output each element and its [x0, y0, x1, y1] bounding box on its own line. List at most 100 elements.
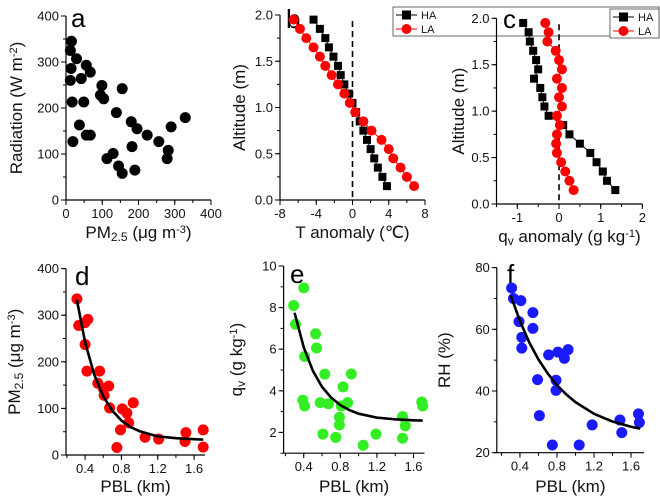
y-axis-title-part: -1	[228, 329, 240, 339]
y-tick-label: 1.0	[471, 104, 489, 119]
data-point	[556, 157, 567, 168]
data-point	[129, 164, 141, 176]
data-point	[550, 45, 561, 56]
y-axis-title: RH (%)	[435, 332, 454, 388]
data-point	[350, 107, 361, 118]
data-point	[309, 15, 318, 24]
data-point	[73, 119, 85, 131]
y-axis-title: PM2.5 (μg m-3)	[5, 309, 26, 415]
x-tick-label: 200	[128, 206, 150, 221]
y-tick-label: 0.5	[255, 146, 273, 161]
data-point	[340, 80, 349, 89]
data-point	[633, 416, 645, 428]
legend-label: LA	[421, 24, 435, 36]
data-point	[388, 153, 399, 164]
data-point	[298, 282, 310, 294]
data-point	[329, 52, 338, 61]
y-tick-label: 2.0	[471, 11, 489, 26]
x-tick-label: 0	[555, 210, 562, 225]
x-tick-label: 0.4	[295, 459, 313, 474]
data-point	[116, 83, 128, 95]
data-point	[96, 79, 108, 91]
legend-box	[609, 8, 660, 39]
y-axis-title: qv (g kg-1)	[227, 323, 248, 396]
data-point	[319, 368, 331, 380]
panel-f: 0.4 0.8 1.2 1.6 20 40 60 80 PBL (km) RH (%) f	[435, 259, 645, 496]
series-points-0	[288, 282, 429, 451]
data-point	[82, 313, 94, 325]
data-point	[123, 417, 135, 429]
data-point	[409, 181, 420, 192]
data-point	[616, 427, 628, 439]
legend-label: HA	[421, 10, 437, 22]
data-point	[314, 397, 326, 409]
data-point	[121, 407, 133, 419]
data-point	[556, 64, 567, 75]
data-point	[543, 349, 555, 361]
panel-c: -1 0 1 20.00.51.01.52.0qv anomaly (g kg-1)A…	[449, 4, 660, 248]
legend-marker	[619, 12, 628, 22]
panel-b: -8 -4 0 4 8 0.0 0.5 1.0 1.5 2.0 T anomaly (℃) Altit…	[230, 4, 660, 242]
x-axis-title: PBL (km)	[535, 477, 605, 496]
y-axis-title-part: 2.5	[12, 372, 26, 389]
x-tick-label: 0.8	[331, 459, 349, 474]
y-tick-label: 80	[475, 260, 489, 275]
data-point	[540, 102, 549, 111]
data-point	[107, 148, 119, 160]
y-tick-label: 4	[269, 383, 276, 398]
data-point	[546, 439, 558, 451]
y-axis-title-part: -2	[8, 47, 20, 57]
data-point	[333, 79, 343, 90]
data-point	[315, 24, 324, 33]
x-tick-label: -1	[512, 210, 524, 225]
x-axis-title: qv anomaly (g kg-1)	[498, 227, 640, 248]
data-point	[562, 344, 574, 356]
panel-letter: e	[290, 259, 304, 289]
y-axis-title-part: )	[5, 309, 24, 315]
series-LA	[540, 17, 579, 196]
y-tick-label: 10	[262, 259, 276, 274]
x-axis-title-part: q	[498, 227, 507, 246]
y-tick-label: 0	[52, 448, 59, 463]
x-axis-title-part: (μg m	[128, 223, 177, 242]
data-point	[532, 374, 544, 386]
data-point	[527, 322, 539, 334]
data-point	[598, 167, 607, 176]
x-axis-title-part: T anomaly (℃)	[295, 223, 409, 242]
legend-label: LA	[638, 26, 652, 38]
data-point	[71, 293, 83, 305]
data-point	[515, 295, 527, 307]
data-point	[301, 33, 312, 44]
y-axis-title: Altitude (m)	[449, 68, 468, 155]
data-point	[98, 93, 110, 105]
y-tick-label: 20	[475, 445, 489, 460]
y-tick-label: 100	[37, 147, 59, 162]
data-point	[542, 36, 553, 47]
y-tick-label: 200	[37, 101, 59, 116]
y-axis-title-part: Altitude (m)	[230, 64, 249, 151]
data-point	[529, 46, 538, 55]
data-point	[288, 300, 300, 312]
x-tick-label: 1.2	[368, 459, 386, 474]
data-point	[592, 158, 601, 167]
data-point	[64, 74, 76, 86]
y-axis-title-part: (g kg	[227, 338, 246, 381]
data-point	[78, 96, 90, 108]
data-point	[65, 35, 77, 47]
data-point	[550, 374, 562, 386]
y-axis-title-part: Radiation (W m	[7, 57, 26, 174]
x-axis-title-part: )	[186, 223, 192, 242]
data-point	[103, 380, 115, 392]
data-point	[357, 439, 369, 451]
x-axis-title: PM2.5 (μg m-3)	[85, 223, 191, 244]
data-point	[322, 398, 334, 410]
data-point	[527, 307, 539, 319]
data-point	[551, 129, 562, 140]
y-tick-label: 0.5	[471, 150, 489, 165]
data-point	[543, 27, 554, 38]
data-point	[180, 427, 192, 439]
y-axis-title-part: q	[227, 387, 246, 396]
data-point	[632, 408, 644, 420]
x-axis-title-part: PBL (km)	[535, 477, 605, 496]
